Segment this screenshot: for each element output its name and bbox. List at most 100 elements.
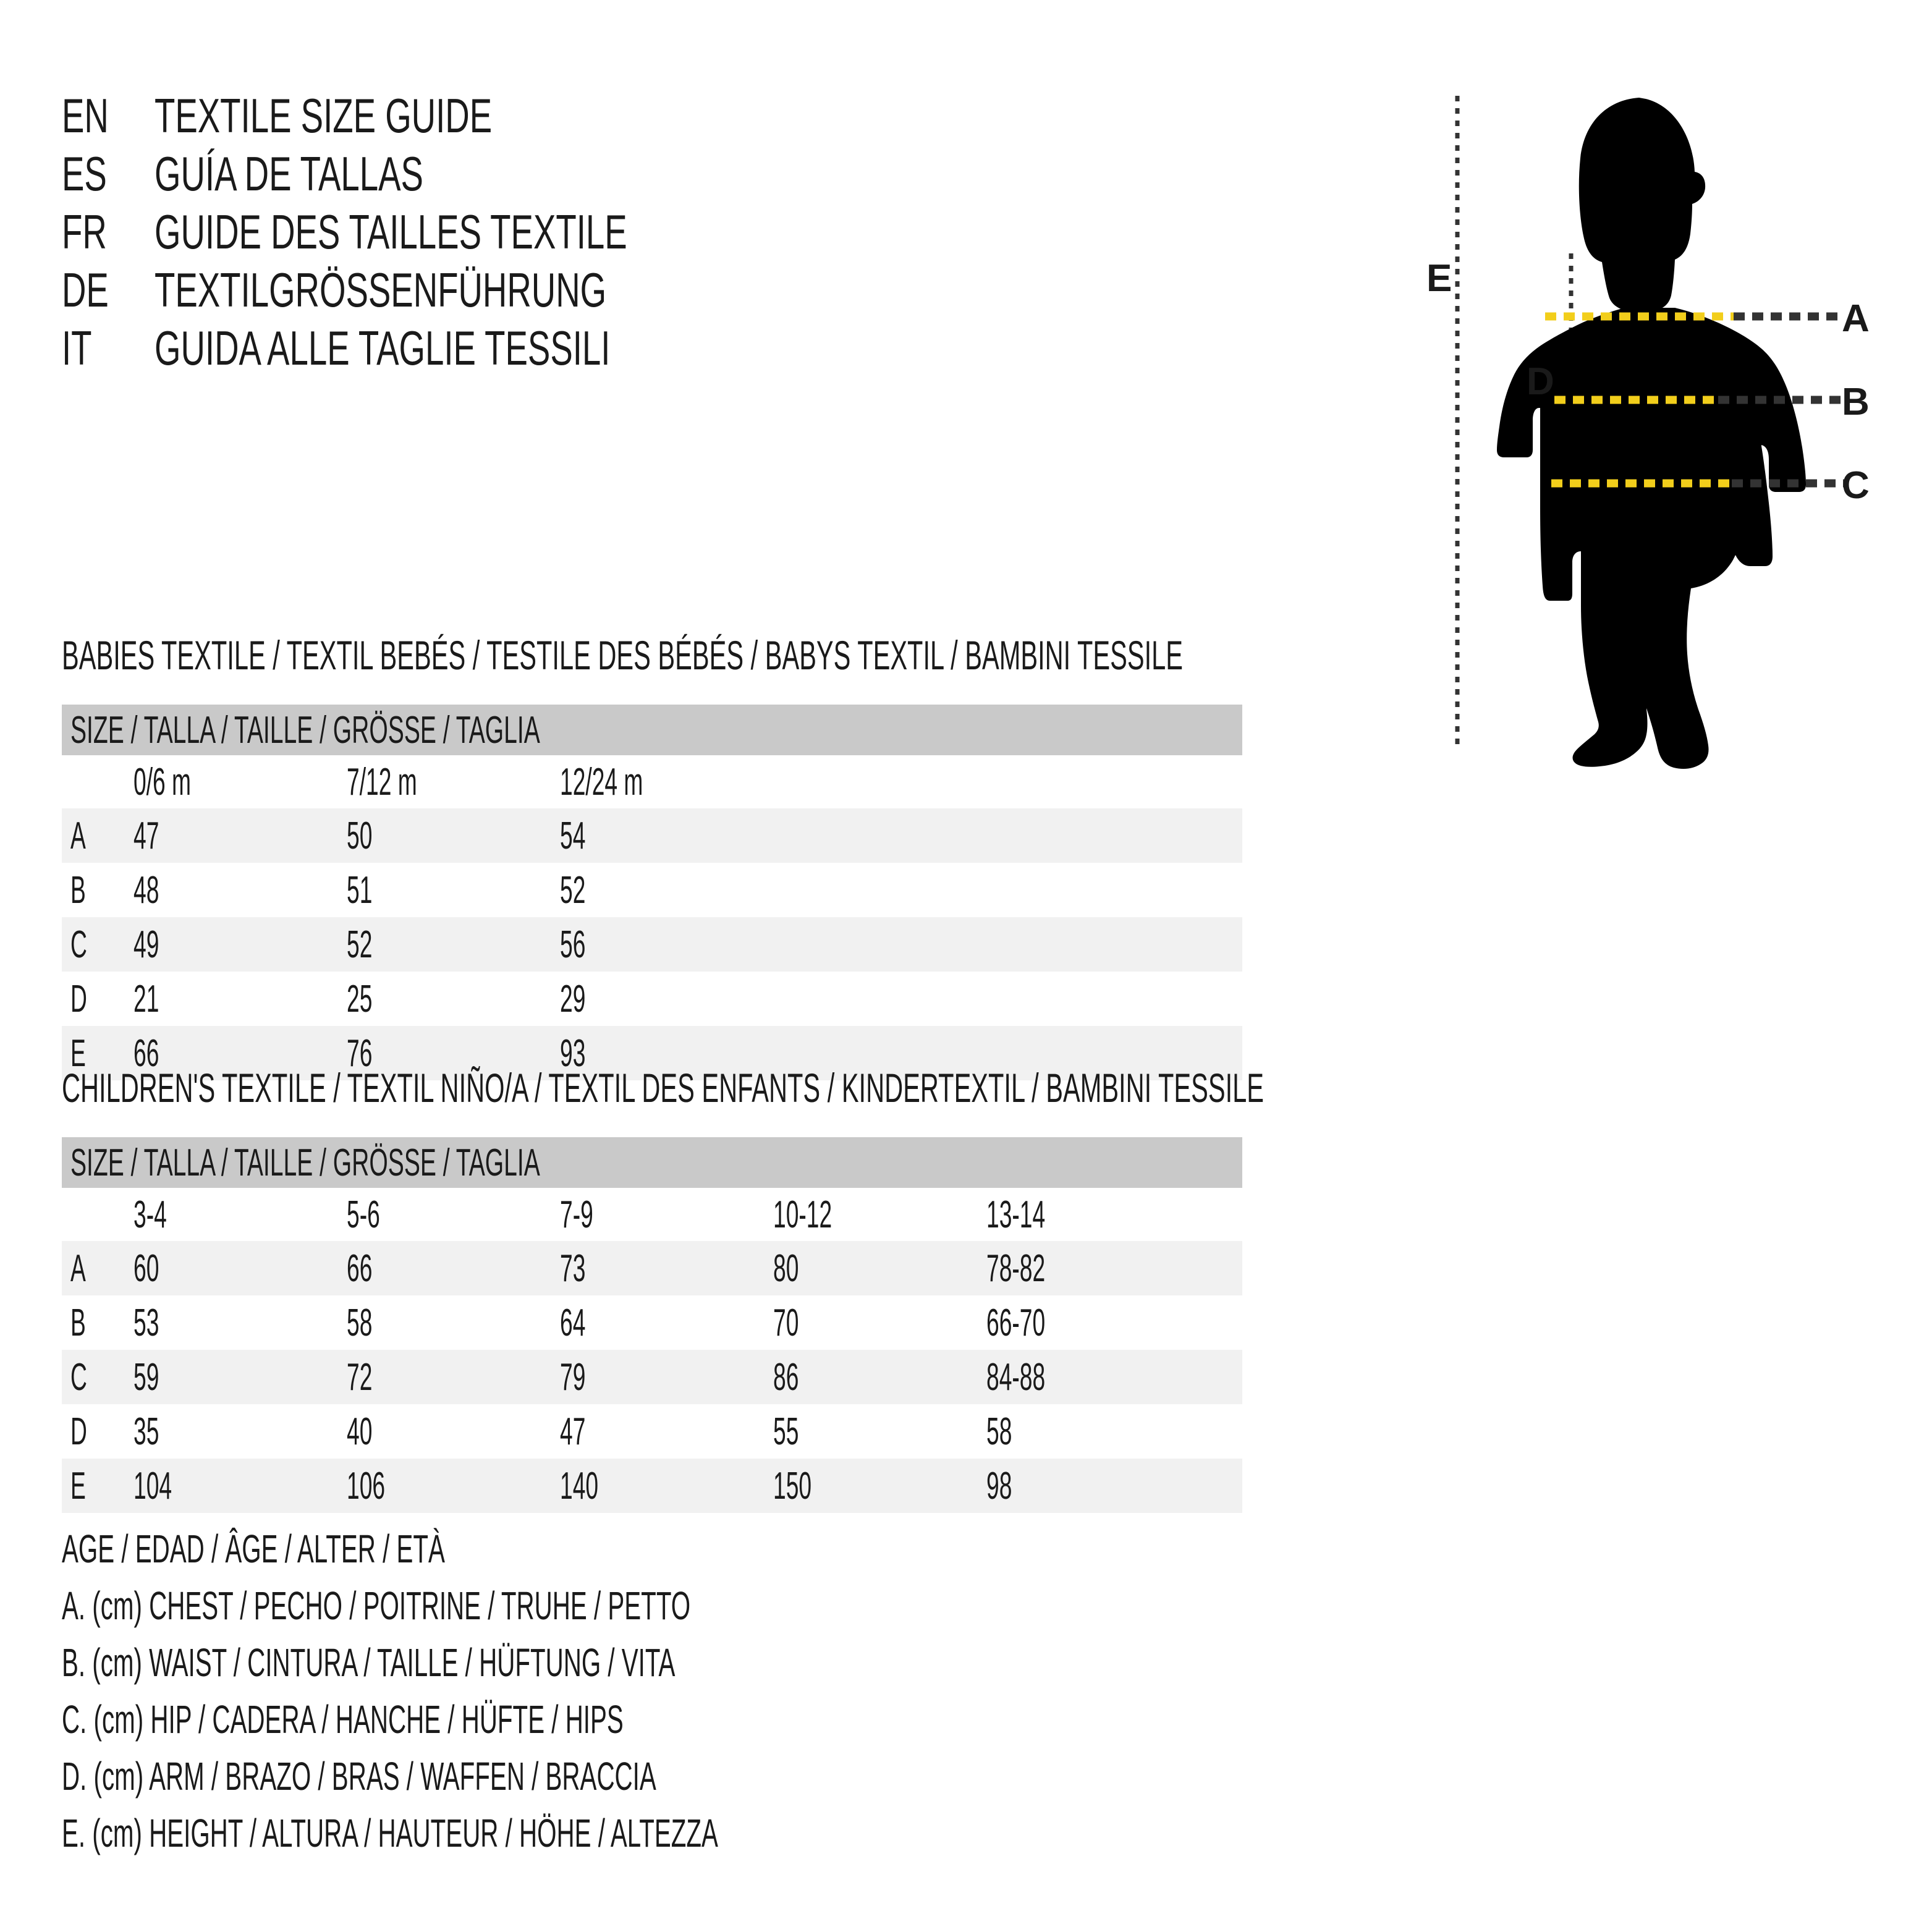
- table-cell: 52: [347, 923, 373, 966]
- table-row: D 35 40 47 55 58: [62, 1404, 1242, 1459]
- table-cell: 48: [133, 868, 159, 912]
- table-cell: 49: [133, 923, 159, 966]
- language-code-de: DE: [62, 262, 109, 317]
- row-key: E: [70, 1032, 86, 1075]
- table-cell: 58: [347, 1301, 373, 1344]
- measurement-diagram: E D A B C: [1409, 74, 1916, 773]
- table-cell: 52: [560, 868, 586, 912]
- children-column-header: 3-4: [133, 1193, 167, 1236]
- table-cell: 59: [133, 1355, 159, 1399]
- table-row: A 60 66 73 80 78-82: [62, 1241, 1242, 1295]
- measure-label-a: A: [1842, 297, 1870, 340]
- children-column-header: 5-6: [347, 1193, 380, 1236]
- table-cell: 79: [560, 1355, 586, 1399]
- table-cell: 66: [347, 1247, 373, 1290]
- language-title-fr: GUIDE DES TAILLES TEXTILE: [155, 204, 627, 259]
- language-code-es: ES: [62, 146, 107, 201]
- children-column-header: 13-14: [986, 1193, 1046, 1236]
- legend-item-age: AGE / EDAD / ÂGE / ALTER / ETÀ: [62, 1527, 445, 1571]
- table-cell: 64: [560, 1301, 586, 1344]
- language-row-es: ES GUÍA DE TALLAS: [62, 145, 989, 203]
- children-size-bar: SIZE / TALLA / TAILLE / GRÖSSE / TAGLIA: [62, 1137, 1242, 1188]
- child-silhouette-diagram: [1455, 96, 1845, 769]
- row-key: B: [70, 1301, 86, 1344]
- table-cell: 98: [986, 1464, 1012, 1507]
- table-cell: 140: [560, 1464, 599, 1507]
- measurement-legend: AGE / EDAD / ÂGE / ALTER / ETÀ A. (cm) C…: [62, 1520, 1112, 1862]
- legend-item-arm: D. (cm) ARM / BRAZO / BRAS / WAFFEN / BR…: [62, 1754, 656, 1799]
- row-key: D: [70, 977, 87, 1020]
- language-code-it: IT: [62, 320, 92, 375]
- language-code-en: EN: [62, 88, 109, 143]
- table-cell: 29: [560, 977, 586, 1020]
- language-row-fr: FR GUIDE DES TAILLES TEXTILE: [62, 203, 989, 261]
- table-row: E 66 76 93: [62, 1026, 1242, 1080]
- table-cell: 55: [773, 1410, 799, 1453]
- table-cell: 73: [560, 1247, 586, 1290]
- children-column-header-row: 3-4 5-6 7-9 10-12 13-14: [62, 1188, 1242, 1241]
- table-cell: 51: [347, 868, 373, 912]
- legend-item-waist: B. (cm) WAIST / CINTURA / TAILLE / HÜFTU…: [62, 1640, 676, 1685]
- babies-size-bar-label: SIZE / TALLA / TAILLE / GRÖSSE / TAGLIA: [70, 708, 540, 752]
- row-key: E: [70, 1464, 86, 1507]
- measure-label-d: D: [1527, 360, 1554, 403]
- table-row: B 48 51 52: [62, 863, 1242, 917]
- language-title-it: GUIDA ALLE TAGLIE TESSILI: [155, 320, 611, 375]
- children-column-header: 7-9: [560, 1193, 593, 1236]
- row-key: D: [70, 1410, 87, 1453]
- table-cell: 93: [560, 1032, 586, 1075]
- table-cell: 76: [347, 1032, 373, 1075]
- language-code-fr: FR: [62, 204, 107, 259]
- table-cell: 58: [986, 1410, 1012, 1453]
- babies-column-header: 0/6 m: [133, 760, 192, 803]
- babies-size-table: SIZE / TALLA / TAILLE / GRÖSSE / TAGLIA …: [62, 705, 1242, 1080]
- language-header: EN TEXTILE SIZE GUIDE ES GUÍA DE TALLAS …: [62, 87, 989, 377]
- table-cell: 47: [560, 1410, 586, 1453]
- children-section-title: CHILDREN'S TEXTILE / TEXTIL NIÑO/A / TEX…: [62, 1065, 1265, 1111]
- babies-column-header: 12/24 m: [560, 760, 643, 803]
- child-silhouette: [1497, 98, 1806, 769]
- legend-item-chest: A. (cm) CHEST / PECHO / POITRINE / TRUHE…: [62, 1583, 691, 1628]
- table-cell: 84-88: [986, 1355, 1046, 1399]
- table-row: D 21 25 29: [62, 972, 1242, 1026]
- table-row: C 59 72 79 86 84-88: [62, 1350, 1242, 1404]
- measure-label-e: E: [1426, 257, 1452, 300]
- table-cell: 86: [773, 1355, 799, 1399]
- table-cell: 53: [133, 1301, 159, 1344]
- babies-section-title: BABIES TEXTILE / TEXTIL BEBÉS / TESTILE …: [62, 632, 1184, 678]
- table-cell: 21: [133, 977, 159, 1020]
- children-column-header: 10-12: [773, 1193, 833, 1236]
- table-cell: 66-70: [986, 1301, 1046, 1344]
- row-key: A: [70, 1247, 86, 1290]
- table-cell: 35: [133, 1410, 159, 1453]
- language-title-es: GUÍA DE TALLAS: [155, 146, 423, 201]
- language-row-it: IT GUIDA ALLE TAGLIE TESSILI: [62, 319, 989, 377]
- table-cell: 66: [133, 1032, 159, 1075]
- table-cell: 25: [347, 977, 373, 1020]
- babies-column-header-row: 0/6 m 7/12 m 12/24 m: [62, 755, 1242, 808]
- language-title-en: TEXTILE SIZE GUIDE: [155, 88, 493, 143]
- table-cell: 54: [560, 814, 586, 857]
- table-cell: 56: [560, 923, 586, 966]
- table-row: C 49 52 56: [62, 917, 1242, 972]
- table-cell: 78-82: [986, 1247, 1046, 1290]
- language-title-de: TEXTILGRÖSSENFÜHRUNG: [155, 262, 607, 317]
- children-size-table: SIZE / TALLA / TAILLE / GRÖSSE / TAGLIA …: [62, 1137, 1242, 1513]
- measure-label-c: C: [1842, 464, 1870, 507]
- babies-column-header: 7/12 m: [347, 760, 417, 803]
- table-cell: 47: [133, 814, 159, 857]
- language-row-de: DE TEXTILGRÖSSENFÜHRUNG: [62, 261, 989, 319]
- table-row: A 47 50 54: [62, 808, 1242, 863]
- legend-item-hip: C. (cm) HIP / CADERA / HANCHE / HÜFTE / …: [62, 1697, 624, 1742]
- measure-label-b: B: [1842, 381, 1870, 423]
- table-cell: 50: [347, 814, 373, 857]
- row-key: C: [70, 1355, 87, 1399]
- table-cell: 104: [133, 1464, 172, 1507]
- table-row: E 104 106 140 150 98: [62, 1459, 1242, 1513]
- table-cell: 40: [347, 1410, 373, 1453]
- row-key: B: [70, 868, 86, 912]
- babies-size-bar: SIZE / TALLA / TAILLE / GRÖSSE / TAGLIA: [62, 705, 1242, 755]
- language-row-en: EN TEXTILE SIZE GUIDE: [62, 87, 989, 145]
- table-row: B 53 58 64 70 66-70: [62, 1295, 1242, 1350]
- table-cell: 70: [773, 1301, 799, 1344]
